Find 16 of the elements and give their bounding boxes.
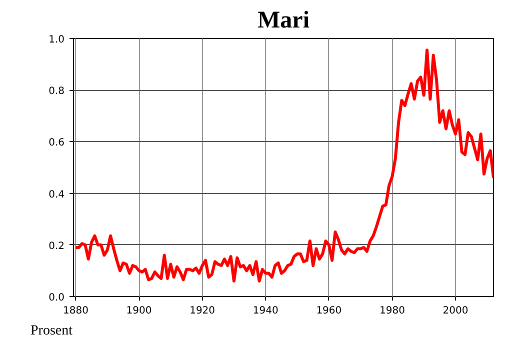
line-series [74, 48, 494, 283]
y-tick-label: 0.6 [48, 138, 65, 149]
x-tick-label: 1880 [62, 306, 88, 316]
y-tick-label: 1.0 [48, 34, 65, 46]
y-tick-label: 0.8 [48, 86, 65, 98]
x-tick-label: 1960 [316, 306, 342, 316]
y-tick-label: 0.4 [48, 189, 65, 200]
x-tick-label: 2000 [442, 306, 468, 316]
x-tick-label: 1940 [252, 306, 278, 316]
chart-title: Mari [258, 8, 310, 34]
x-tick-label: 1920 [190, 306, 216, 316]
y-tick-label: 0.0 [48, 292, 65, 304]
y-tick-label: 0.2 [48, 240, 65, 252]
y-axis-title: Prosent [30, 324, 73, 338]
x-tick-label: 1980 [379, 306, 405, 316]
x-tick-label: 1900 [126, 306, 152, 316]
